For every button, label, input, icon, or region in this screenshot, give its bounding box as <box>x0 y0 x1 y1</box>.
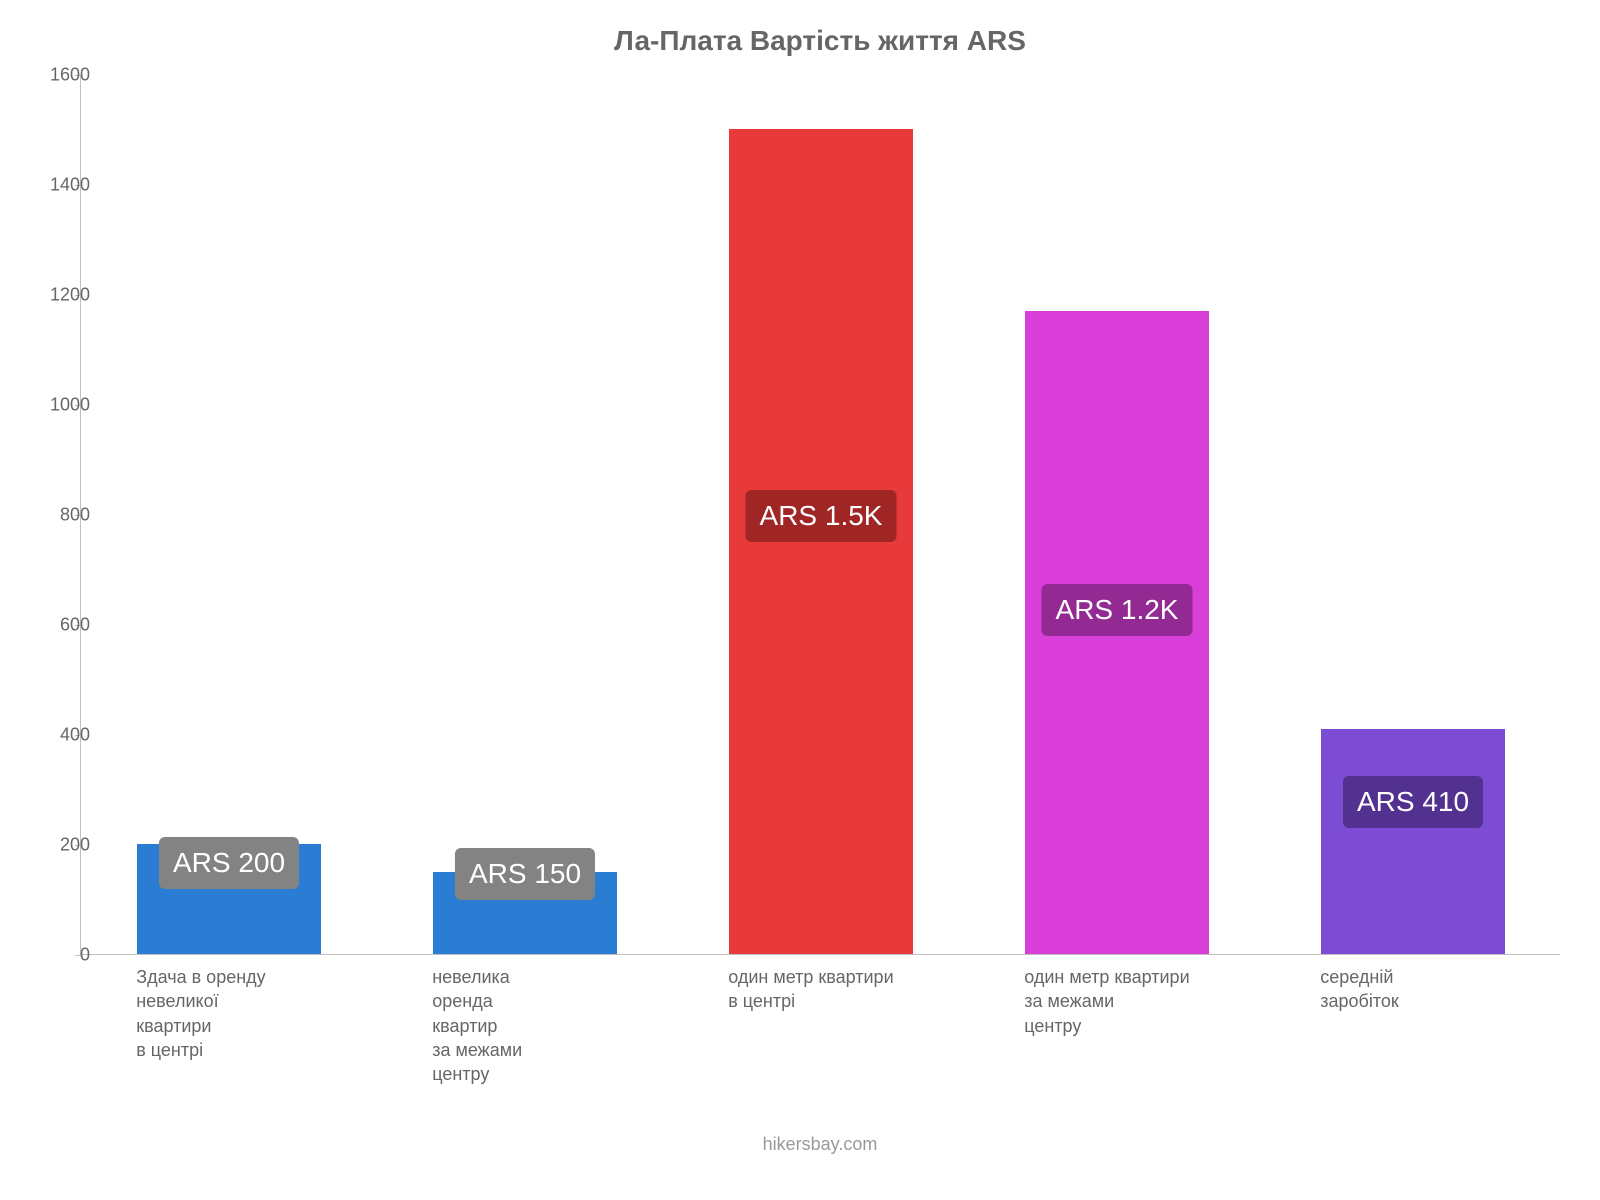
y-tick-label: 1600 <box>30 65 90 86</box>
x-category-label: один метр квартири за межами центру <box>1024 965 1208 1038</box>
chart-title: Ла-Плата Вартість життя ARS <box>60 20 1580 57</box>
y-tick-label: 1400 <box>30 175 90 196</box>
x-category-label: Здача в оренду невеликої квартири в цент… <box>136 965 320 1062</box>
y-tick-label: 400 <box>30 725 90 746</box>
bar-value-badge: ARS 410 <box>1343 776 1483 828</box>
y-tick-label: 1000 <box>30 395 90 416</box>
chart-container: Ла-Плата Вартість життя ARS ARS 200 ARS 1… <box>60 20 1580 1180</box>
plot-area: ARS 200 ARS 150 ARS 1.5K ARS 1.2K ARS 410 <box>80 75 1560 955</box>
bar-value-badge: ARS 1.2K <box>1042 584 1193 636</box>
attribution-text: hikersbay.com <box>60 1134 1580 1155</box>
x-category-label: невелика оренда квартир за межами центру <box>432 965 616 1086</box>
y-tick-label: 800 <box>30 505 90 526</box>
x-category-label: один метр квартири в центрі <box>728 965 912 1014</box>
bar <box>1321 729 1505 955</box>
y-tick-label: 600 <box>30 615 90 636</box>
bar-value-badge: ARS 200 <box>159 837 299 889</box>
bar-value-badge: ARS 150 <box>455 848 595 900</box>
y-tick-label: 200 <box>30 835 90 856</box>
y-tick-label: 1200 <box>30 285 90 306</box>
y-tick-label: 0 <box>30 945 90 966</box>
x-category-label: середній заробіток <box>1320 965 1504 1014</box>
bar-value-badge: ARS 1.5K <box>746 490 897 542</box>
